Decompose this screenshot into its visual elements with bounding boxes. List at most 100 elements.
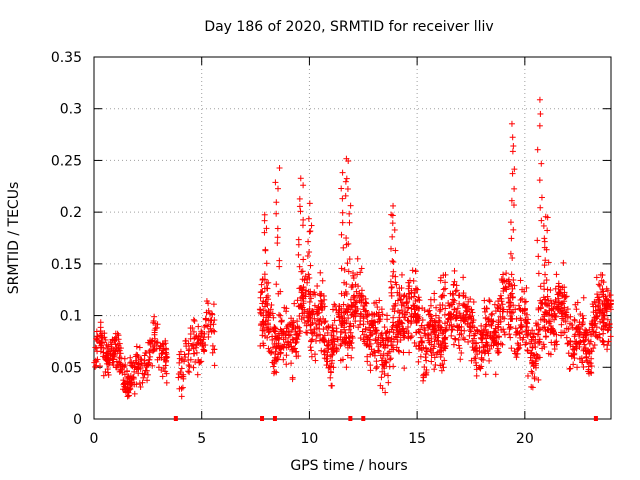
data-point xyxy=(500,271,507,278)
data-point xyxy=(209,349,216,356)
data-point xyxy=(146,356,153,363)
data-point xyxy=(265,345,272,352)
data-point xyxy=(193,341,200,348)
data-point xyxy=(340,244,347,251)
data-point xyxy=(381,324,388,331)
data-point xyxy=(147,353,154,360)
data-point xyxy=(141,357,148,364)
data-point xyxy=(338,185,345,192)
data-point xyxy=(522,298,529,305)
data-point xyxy=(307,262,314,269)
data-point xyxy=(158,367,165,374)
data-point xyxy=(113,336,120,343)
data-point xyxy=(358,265,365,272)
x-axis-tick-labels: 0 5 10 15 20 xyxy=(90,431,534,447)
data-point xyxy=(327,353,334,360)
data-point xyxy=(582,326,589,333)
data-point xyxy=(128,381,135,388)
data-point xyxy=(529,359,536,366)
data-point xyxy=(93,345,100,352)
data-point xyxy=(373,365,380,372)
data-point xyxy=(552,285,559,292)
data-point xyxy=(455,342,462,349)
data-point xyxy=(159,340,166,347)
data-point xyxy=(211,328,218,335)
data-point xyxy=(401,292,408,299)
data-point xyxy=(384,316,391,323)
data-point xyxy=(276,164,283,171)
data-point xyxy=(543,277,550,284)
data-point xyxy=(97,319,104,326)
zero-marker xyxy=(173,416,178,421)
data-point xyxy=(386,363,393,370)
data-point xyxy=(343,235,350,242)
data-point xyxy=(127,372,134,379)
data-point xyxy=(288,360,295,367)
data-point xyxy=(276,257,283,264)
data-point xyxy=(178,385,185,392)
data-point xyxy=(385,379,392,386)
data-point xyxy=(338,231,345,238)
data-point xyxy=(306,249,313,256)
data-point xyxy=(532,344,539,351)
data-point xyxy=(406,283,413,290)
data-point xyxy=(450,281,457,288)
data-point xyxy=(517,277,524,284)
data-point xyxy=(204,323,211,330)
data-point xyxy=(334,336,341,343)
data-point xyxy=(381,365,388,372)
data-point xyxy=(509,254,516,261)
data-point xyxy=(382,389,389,396)
data-point xyxy=(164,354,171,361)
data-point xyxy=(314,282,321,289)
zero-marker xyxy=(348,416,353,421)
data-point xyxy=(306,298,313,305)
data-point xyxy=(182,338,189,345)
data-point xyxy=(537,204,544,211)
data-point xyxy=(337,334,344,341)
data-point xyxy=(176,351,183,358)
y-tick-label: 0.15 xyxy=(51,257,82,273)
data-point xyxy=(276,311,283,318)
data-point xyxy=(566,366,573,373)
data-point xyxy=(467,296,474,303)
data-point xyxy=(450,291,457,298)
y-axis-title: SRMTID / TECUs xyxy=(6,182,22,295)
data-point xyxy=(210,301,217,308)
data-point xyxy=(280,356,287,363)
data-point xyxy=(547,287,554,294)
data-point xyxy=(190,316,197,323)
data-point xyxy=(358,287,365,294)
data-point xyxy=(209,311,216,318)
y-tick-label: 0.35 xyxy=(51,50,82,66)
data-point xyxy=(186,346,193,353)
data-point xyxy=(482,371,489,378)
data-point xyxy=(510,226,517,233)
data-point xyxy=(507,219,514,226)
data-point xyxy=(264,292,271,299)
data-point xyxy=(100,372,107,379)
data-point xyxy=(368,310,375,317)
data-point xyxy=(151,320,158,327)
data-point xyxy=(257,294,264,301)
data-point xyxy=(329,327,336,334)
data-point xyxy=(428,315,435,322)
data-point xyxy=(350,269,357,276)
data-point xyxy=(273,281,280,288)
y-tick-label: 0 xyxy=(73,412,82,428)
data-point xyxy=(451,267,458,274)
data-point xyxy=(304,252,311,259)
data-point xyxy=(425,308,432,315)
data-point xyxy=(143,364,150,371)
data-point xyxy=(125,392,132,399)
data-point xyxy=(497,292,504,299)
data-point xyxy=(308,222,315,229)
data-point xyxy=(175,374,182,381)
data-point xyxy=(293,348,300,355)
data-point xyxy=(536,96,543,103)
data-point xyxy=(208,310,215,317)
data-point xyxy=(259,327,266,334)
data-point xyxy=(577,311,584,318)
data-point xyxy=(481,297,488,304)
data-point xyxy=(441,357,448,364)
